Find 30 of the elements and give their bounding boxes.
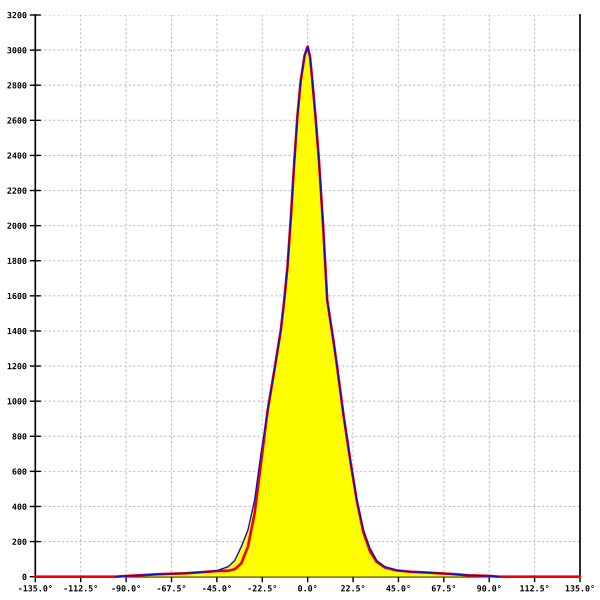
y-tick-label: 600 <box>12 468 26 475</box>
x-tick-label: 135.0° <box>566 585 594 592</box>
x-tick-label: 90.0° <box>477 585 501 592</box>
y-tick-label: 1400 <box>8 328 26 334</box>
y-tick-label: 0 <box>22 574 26 580</box>
y-tick-label: 3000 <box>7 47 26 54</box>
y-tick-label: 3200 <box>7 12 26 18</box>
x-tick-label: 45.0° <box>386 585 410 592</box>
y-tick-label: 2000 <box>7 222 26 229</box>
y-tick-label: 1000 <box>8 398 26 404</box>
x-tick-label: 112.5° <box>520 585 548 592</box>
y-tick-label: 800 <box>12 433 26 440</box>
y-tick-label: 1200 <box>8 363 26 370</box>
x-tick-label: -112.5° <box>64 585 98 592</box>
y-tick-label: 2600 <box>7 117 26 124</box>
x-tick-label: 22.5° <box>340 585 364 592</box>
y-tick-label: 200 <box>12 538 26 545</box>
x-tick-label: 0.0° <box>298 585 317 592</box>
x-tick-label: -22.5° <box>248 585 276 592</box>
x-tick-label: 67.5° <box>432 585 456 592</box>
y-tick-label: 2200 <box>7 188 26 194</box>
x-tick-label: -67.5° <box>158 585 186 592</box>
y-tick-label: 2400 <box>7 152 26 159</box>
y-tick-label: 2800 <box>7 82 26 88</box>
y-tick-label: 1600 <box>8 292 26 300</box>
y-tick-label: 400 <box>12 503 26 510</box>
y-tick-label: 1800 <box>8 258 26 264</box>
x-tick-label: -135.0° <box>18 585 52 592</box>
x-tick-label: -45.0° <box>203 585 231 592</box>
x-tick-label: -90.0° <box>112 585 140 592</box>
